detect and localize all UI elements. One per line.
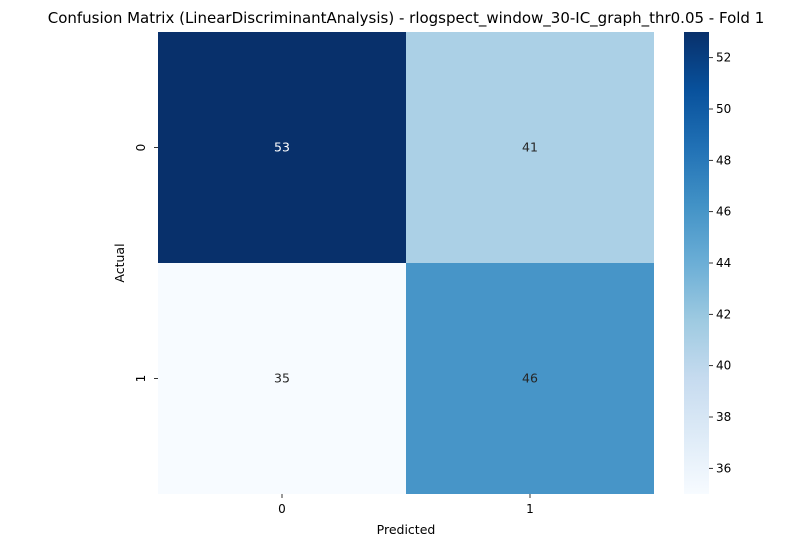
colorbar-tick-label: 52 bbox=[716, 51, 731, 65]
colorbar-tick-label: 44 bbox=[716, 256, 731, 270]
cell-value-1-1: 46 bbox=[522, 371, 538, 386]
colorbar-scale bbox=[684, 32, 709, 494]
colorbar-tick-label: 42 bbox=[716, 307, 731, 321]
colorbar: 36 38 40 42 44 46 48 50 52 bbox=[684, 32, 731, 494]
y-axis: 01 bbox=[134, 144, 158, 383]
cell-value-0-0: 53 bbox=[274, 140, 290, 155]
heatmap-cell-0-1 bbox=[406, 32, 654, 263]
colorbar-tick-label: 48 bbox=[716, 153, 731, 167]
y-tick-label: 0 bbox=[134, 144, 148, 152]
heatmap-cell-1-1 bbox=[406, 263, 654, 494]
x-axis-label: Predicted bbox=[377, 522, 436, 537]
heatmap-cell-0-0 bbox=[158, 32, 406, 263]
x-tick-label: 1 bbox=[526, 502, 534, 516]
heatmap-area: 53 41 35 46 bbox=[158, 32, 654, 494]
colorbar-tick-label: 38 bbox=[716, 410, 731, 424]
colorbar-tick-label: 46 bbox=[716, 205, 731, 219]
y-tick-label: 1 bbox=[134, 375, 148, 383]
colorbar-tick-label: 50 bbox=[716, 102, 731, 116]
colorbar-tick-label: 40 bbox=[716, 359, 731, 373]
cell-value-1-0: 35 bbox=[274, 371, 290, 386]
chart-title: Confusion Matrix (LinearDiscriminantAnal… bbox=[48, 9, 765, 28]
colorbar-tick-label: 36 bbox=[716, 461, 731, 475]
cell-value-0-1: 41 bbox=[522, 140, 538, 155]
y-axis-label: Actual bbox=[112, 243, 127, 282]
heatmap-cell-1-0 bbox=[158, 263, 406, 494]
x-tick-label: 0 bbox=[278, 502, 286, 516]
